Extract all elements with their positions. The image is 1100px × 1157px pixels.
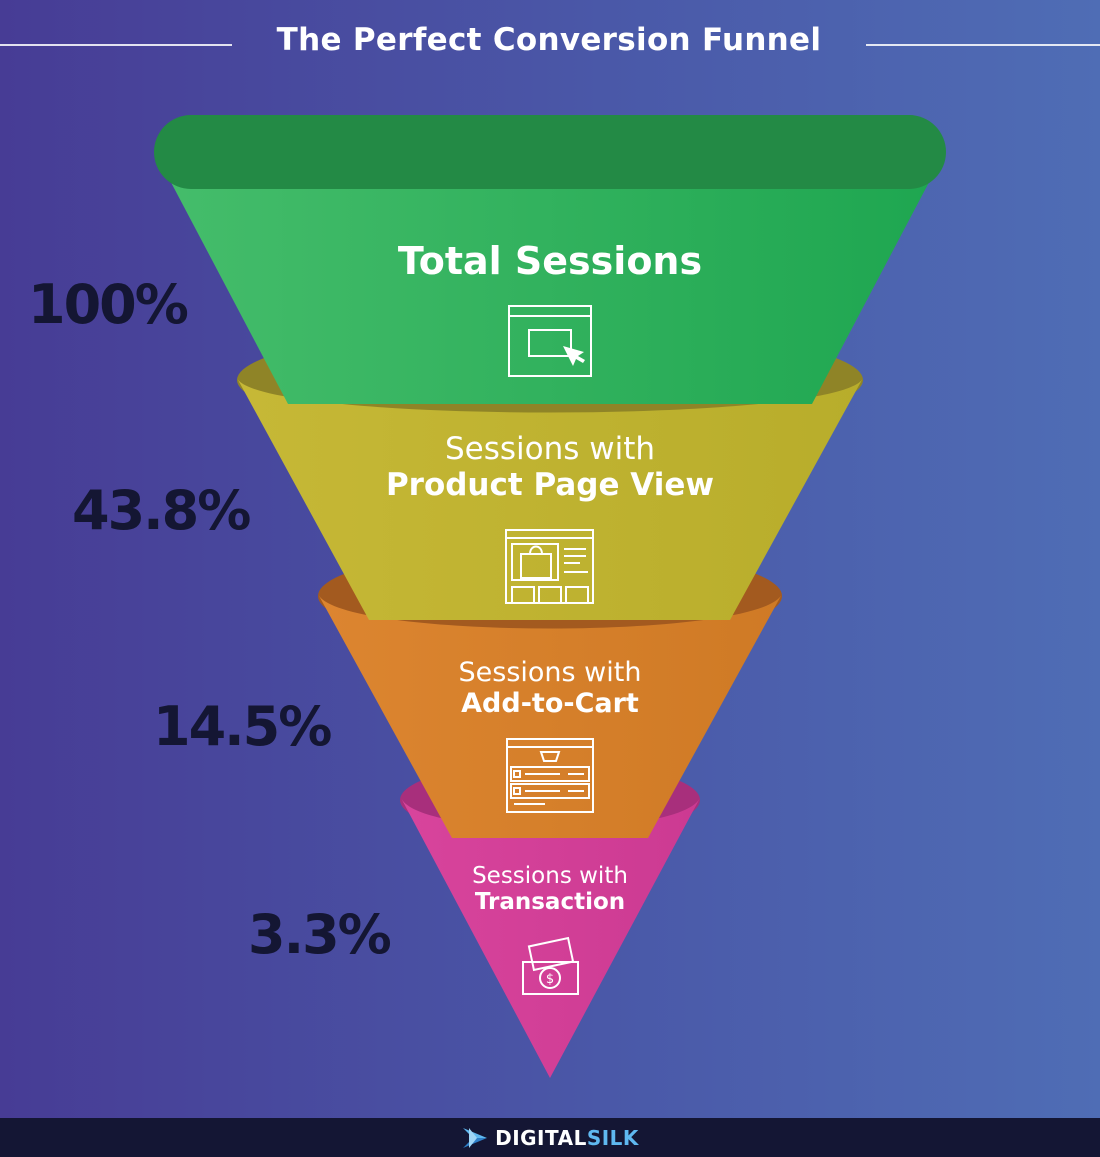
stage-percent-total-sessions: 100% [28, 273, 189, 336]
title-row: The Perfect Conversion Funnel [0, 20, 1100, 70]
stage-label-prefix: Sessions with [458, 657, 642, 688]
brand-name-part2: SILK [586, 1125, 639, 1150]
brand-name-part1: DIGITAL [495, 1125, 587, 1150]
title-divider-right [866, 44, 1100, 46]
stage-label-total-sessions: Total Sessions [330, 239, 770, 284]
footer-bar: DIGITALSILK [0, 1118, 1100, 1157]
stage-body [155, 152, 945, 404]
stage-label-transaction: Sessions with Transaction [420, 863, 680, 916]
funnel-diagram: $ [154, 115, 946, 1078]
stage-body [237, 378, 863, 620]
browser-cursor-icon [508, 305, 592, 377]
stage-label-main: Total Sessions [397, 239, 703, 283]
cart-page-icon [506, 738, 594, 813]
brand-name: DIGITALSILK [495, 1126, 639, 1150]
svg-text:$: $ [546, 972, 554, 987]
stage-label-main: Product Page View [385, 466, 715, 503]
stage-percent-add-to-cart: 14.5% [153, 695, 332, 758]
payment-icon: $ [522, 936, 579, 995]
stage-label-main: Transaction [474, 889, 626, 916]
stage-label-add-to-cart: Sessions with Add-to-Cart [380, 657, 720, 719]
title-divider-left [0, 44, 232, 46]
funnel-stage-total-sessions [154, 115, 946, 404]
product-page-icon [505, 529, 594, 604]
stage-body [318, 594, 782, 838]
stage-percent-transaction: 3.3% [248, 903, 392, 966]
stage-label-prefix: Sessions with [444, 431, 656, 467]
stage-body [401, 798, 700, 1078]
stage-rim [154, 115, 946, 189]
stage-label-product-page-view: Sessions with Product Page View [330, 431, 770, 503]
stage-label-main: Add-to-Cart [461, 688, 639, 720]
stage-label-prefix: Sessions with [472, 863, 628, 889]
page-title: The Perfect Conversion Funnel [276, 22, 822, 58]
stage-percent-product-page-view: 43.8% [72, 479, 251, 542]
digitalsilk-logo-icon [463, 1127, 488, 1148]
